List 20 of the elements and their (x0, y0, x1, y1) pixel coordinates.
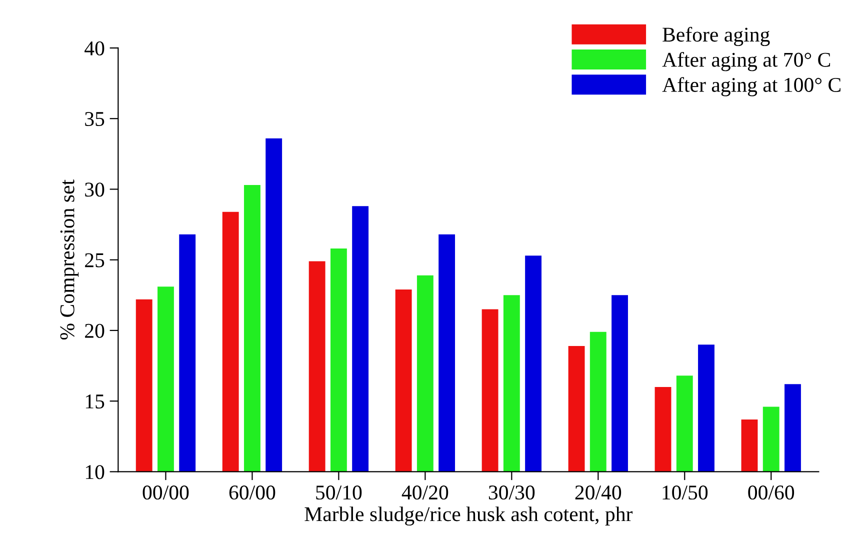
x-tick-label: 30/30 (488, 486, 535, 500)
y-tick-label: 30 (85, 182, 104, 197)
y-tick-label: 25 (85, 253, 104, 268)
y-tick-label: 40 (84, 41, 104, 56)
legend-label: Before aging (662, 26, 770, 46)
y-tick-label: 15 (86, 394, 104, 409)
legend-label: After aging at 70° C (662, 52, 830, 72)
y-axis-title: % Compression set (60, 180, 79, 340)
y-tick-label: 10 (86, 465, 104, 480)
y-tick-label: 35 (85, 112, 104, 126)
x-tick-label: 50/10 (316, 486, 362, 500)
y-tick-label: 20 (85, 324, 104, 338)
x-tick-label: 60/00 (229, 486, 276, 500)
x-tick-label: 40/20 (402, 486, 448, 500)
x-axis-title: Marble sludge/rice husk ash cotent, phr (304, 506, 633, 526)
x-tick-label: 00/60 (748, 486, 794, 500)
x-tick-label: 20/40 (575, 486, 622, 500)
x-tick-label: 10/50 (662, 486, 708, 500)
x-tick-label: 00/00 (142, 486, 189, 500)
legend-label: After aging at 100° C (662, 77, 840, 96)
